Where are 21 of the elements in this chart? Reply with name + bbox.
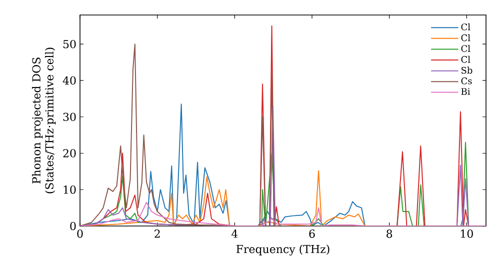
legend-label: Cs	[461, 77, 472, 84]
legend-label: Cl	[461, 34, 470, 42]
x-tick-label: 0	[77, 230, 83, 238]
x-tick-label: 10	[461, 230, 473, 238]
x-tick-label: 8	[386, 230, 392, 238]
legend-label: Bi	[461, 88, 470, 95]
legend-label: Cl	[461, 45, 470, 52]
y-tick-label: 0	[70, 222, 76, 230]
legend-label: Sb	[462, 66, 472, 74]
x-axis-title: Frequency (THz)	[236, 244, 330, 256]
y-tick-label: 20	[63, 149, 76, 158]
y-tick-label: 10	[64, 185, 76, 194]
legend-label: Cl	[461, 23, 470, 30]
y-axis-title: Phonon projected DOS (States/THz·primitive cell)	[32, 48, 56, 194]
y-tick-label: 30	[63, 112, 76, 122]
x-tick-label: 4	[232, 230, 238, 238]
legend-label: Cl	[461, 56, 470, 63]
x-tick-label: 6	[309, 230, 315, 238]
y-tick-label: 40	[62, 76, 76, 85]
x-tick-label: 2	[154, 230, 160, 238]
y-tick-label: 50	[63, 40, 76, 48]
